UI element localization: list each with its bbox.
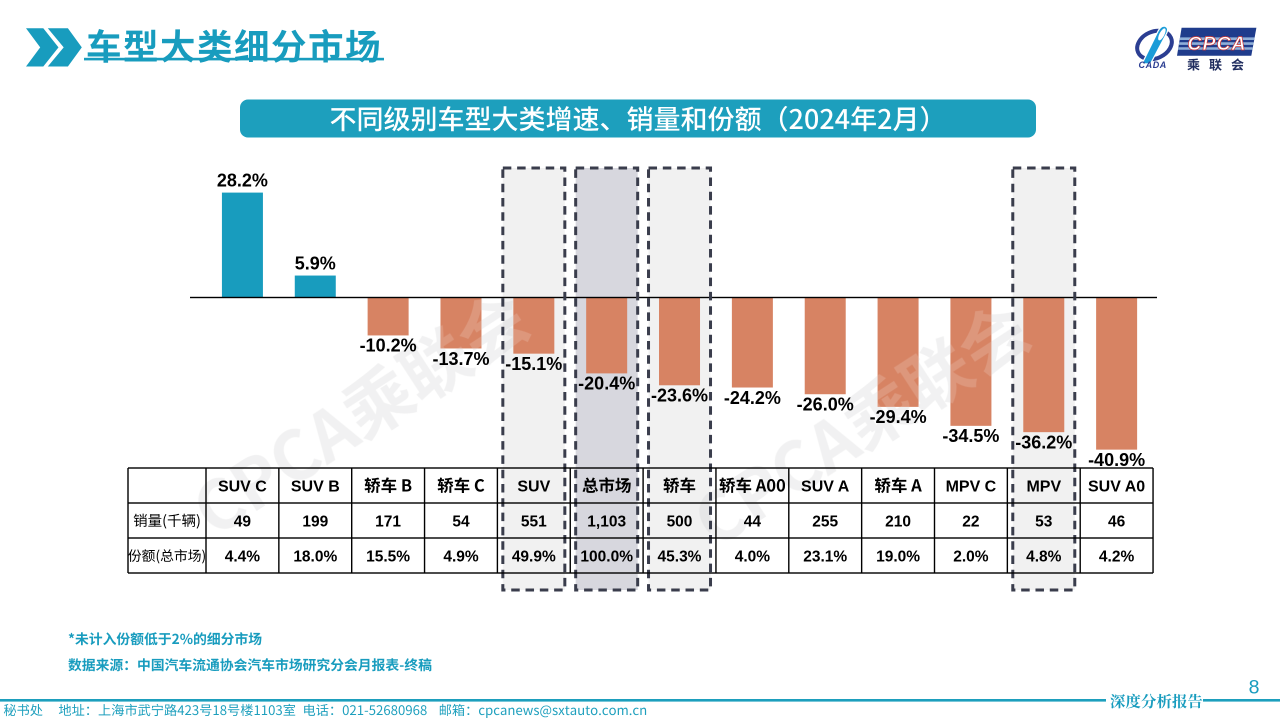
svg-text:100.0%: 100.0% [580,548,633,565]
svg-text:SUV: SUV [517,479,550,496]
svg-text:4.0%: 4.0% [735,548,771,565]
svg-text:49: 49 [234,513,252,530]
svg-text:15.5%: 15.5% [366,548,410,565]
svg-text:CADA: CADA [1139,60,1167,70]
svg-text:-13.7%: -13.7% [432,349,489,369]
svg-text:5.9%: 5.9% [295,254,336,274]
svg-text:MPV C: MPV C [946,479,997,496]
svg-text:4.2%: 4.2% [1099,548,1135,565]
svg-text:23.1%: 23.1% [803,548,847,565]
svg-text:171: 171 [375,513,401,530]
svg-text:4.8%: 4.8% [1026,548,1062,565]
svg-text:18.0%: 18.0% [293,548,337,565]
svg-text:210: 210 [885,513,911,530]
svg-text:44: 44 [744,513,762,530]
svg-text:-26.0%: -26.0% [797,395,854,415]
svg-text:SUV C: SUV C [218,479,267,496]
svg-text:500: 500 [667,513,693,530]
svg-text:-40.9%: -40.9% [1088,450,1145,470]
svg-text:-29.4%: -29.4% [870,407,927,427]
svg-text:2.0%: 2.0% [953,548,989,565]
svg-text:-23.6%: -23.6% [651,386,708,406]
svg-text:551: 551 [521,513,547,530]
svg-text:SUV A0: SUV A0 [1088,479,1145,496]
svg-text:SUV B: SUV B [291,479,340,496]
svg-text:CPCA: CPCA [1187,33,1246,55]
svg-text:-10.2%: -10.2% [360,336,417,356]
svg-text:MPV: MPV [1026,479,1061,496]
svg-text:4.9%: 4.9% [443,548,479,565]
svg-text:28.2%: 28.2% [217,171,268,191]
svg-text:-34.5%: -34.5% [942,426,999,446]
svg-text:-36.2%: -36.2% [1015,433,1072,453]
svg-text:45.3%: 45.3% [658,548,702,565]
svg-text:SUV A: SUV A [801,479,850,496]
svg-text:-15.1%: -15.1% [505,354,562,374]
svg-text:54: 54 [452,513,470,530]
svg-text:199: 199 [302,513,328,530]
svg-text:4.4%: 4.4% [225,548,261,565]
svg-text:53: 53 [1035,513,1053,530]
svg-text:49.9%: 49.9% [512,548,556,565]
svg-text:-24.2%: -24.2% [724,388,781,408]
svg-text:22: 22 [962,513,979,530]
svg-text:255: 255 [812,513,838,530]
svg-text:-20.4%: -20.4% [578,374,635,394]
svg-text:8: 8 [1249,677,1260,699]
svg-text:19.0%: 19.0% [876,548,920,565]
svg-text:46: 46 [1108,513,1126,530]
svg-text:1,103: 1,103 [587,513,626,530]
